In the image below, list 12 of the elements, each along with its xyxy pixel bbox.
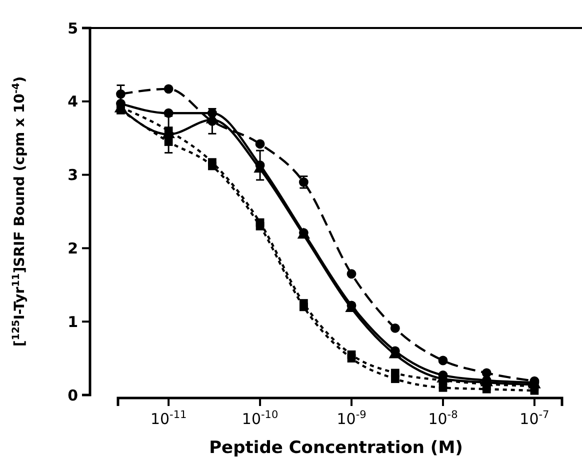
y-tick-label: 3 bbox=[68, 166, 78, 184]
x-tick-label: 10$^{-10}$ bbox=[242, 409, 278, 428]
y-tick-label: 2 bbox=[68, 239, 78, 258]
y-tick-label: 1 bbox=[68, 312, 78, 331]
x-tick-label: 10$^{-7}$ bbox=[520, 409, 550, 428]
x-tick-label: 10$^{-9}$ bbox=[336, 409, 366, 428]
x-tick-label: 10$^{-11}$ bbox=[150, 409, 187, 428]
x-axis-title: Peptide Concentration (M) bbox=[209, 438, 463, 458]
y-tick-label: 4 bbox=[68, 92, 78, 111]
y-tick-label: 5 bbox=[68, 19, 78, 38]
y-tick-label: 0 bbox=[68, 386, 78, 404]
x-tick-label: 10$^{-8}$ bbox=[428, 409, 458, 428]
